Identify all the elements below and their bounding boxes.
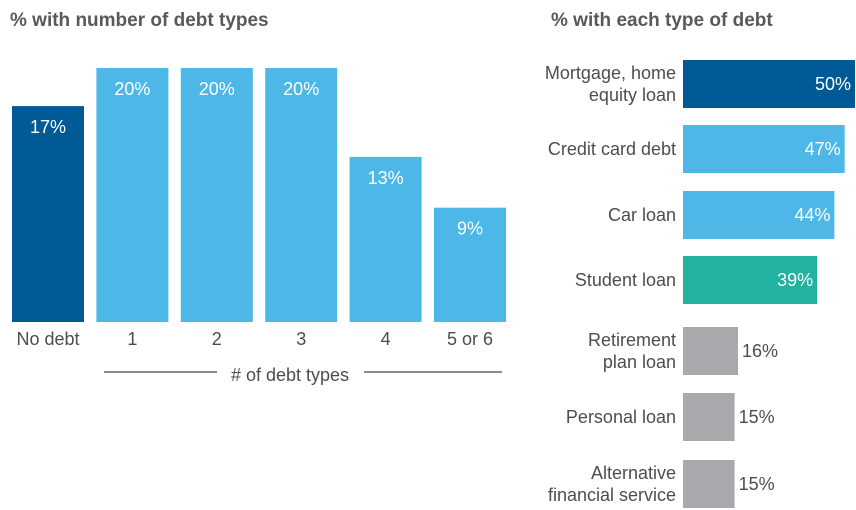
left-chart-xlabel: # of debt types <box>231 365 349 385</box>
y-category-label: Alternative financial service <box>548 463 676 505</box>
bar-value-label: 20% <box>199 79 235 99</box>
left-chart-bars: 17% 20% 20% 20% 13% 9% <box>12 68 506 322</box>
x-category-label: 1 <box>127 329 137 349</box>
left-chart-title: % with number of debt types <box>10 10 269 31</box>
right-chart-bars: 50% 47% 44% 39% 16% 15% 15% <box>683 60 855 508</box>
y-category-label: Credit card debt <box>548 139 676 159</box>
bar-debt-types-2 <box>96 68 169 322</box>
y-category-label: Student loan <box>575 270 676 290</box>
bar-debt-types-6 <box>434 207 506 322</box>
y-category-label: Car loan <box>608 205 676 225</box>
bar-debt-types-1 <box>12 106 84 322</box>
x-category-label: 3 <box>296 329 306 349</box>
left-chart-category-labels: No debt 1 2 3 4 5 or 6 <box>16 329 493 349</box>
bar-debt-types-3 <box>180 68 253 322</box>
x-category-label: 2 <box>212 329 222 349</box>
right-chart-category-labels: Mortgage, home equity loan Credit card deb… <box>545 63 676 505</box>
x-category-label: No debt <box>16 329 79 349</box>
bar-value-label: 20% <box>114 79 150 99</box>
bar-value-label: 44% <box>794 205 830 225</box>
bar-value-label: 39% <box>777 270 813 290</box>
bar-debt-type-3 <box>683 191 835 239</box>
bar-debt-type-7 <box>683 460 735 508</box>
right-chart-title: % with each type of debt <box>551 10 773 31</box>
bar-debt-types-4 <box>265 68 338 322</box>
bar-debt-type-1 <box>683 60 855 108</box>
bar-value-label: 20% <box>283 79 319 99</box>
bar-value-label: 9% <box>457 219 483 239</box>
bar-debt-type-2 <box>683 125 845 173</box>
bar-debt-type-6 <box>683 393 735 441</box>
bar-debt-type-4 <box>683 256 818 304</box>
bar-value-label: 17% <box>30 117 66 137</box>
y-category-label: Retirement plan loan <box>588 330 676 372</box>
bar-debt-types-5 <box>349 156 422 322</box>
bar-value-label: 16% <box>742 341 778 361</box>
bar-value-label: 15% <box>739 407 775 427</box>
bar-value-label: 50% <box>815 74 851 94</box>
y-category-label: Mortgage, home equity loan <box>545 63 676 105</box>
bar-value-label: 15% <box>739 474 775 494</box>
x-category-label: 4 <box>381 329 391 349</box>
bar-debt-type-5 <box>683 327 739 375</box>
x-category-label: 5 or 6 <box>447 329 493 349</box>
y-category-label: Personal loan <box>566 407 676 427</box>
bar-value-label: 47% <box>805 139 841 159</box>
bar-value-label: 13% <box>368 168 404 188</box>
